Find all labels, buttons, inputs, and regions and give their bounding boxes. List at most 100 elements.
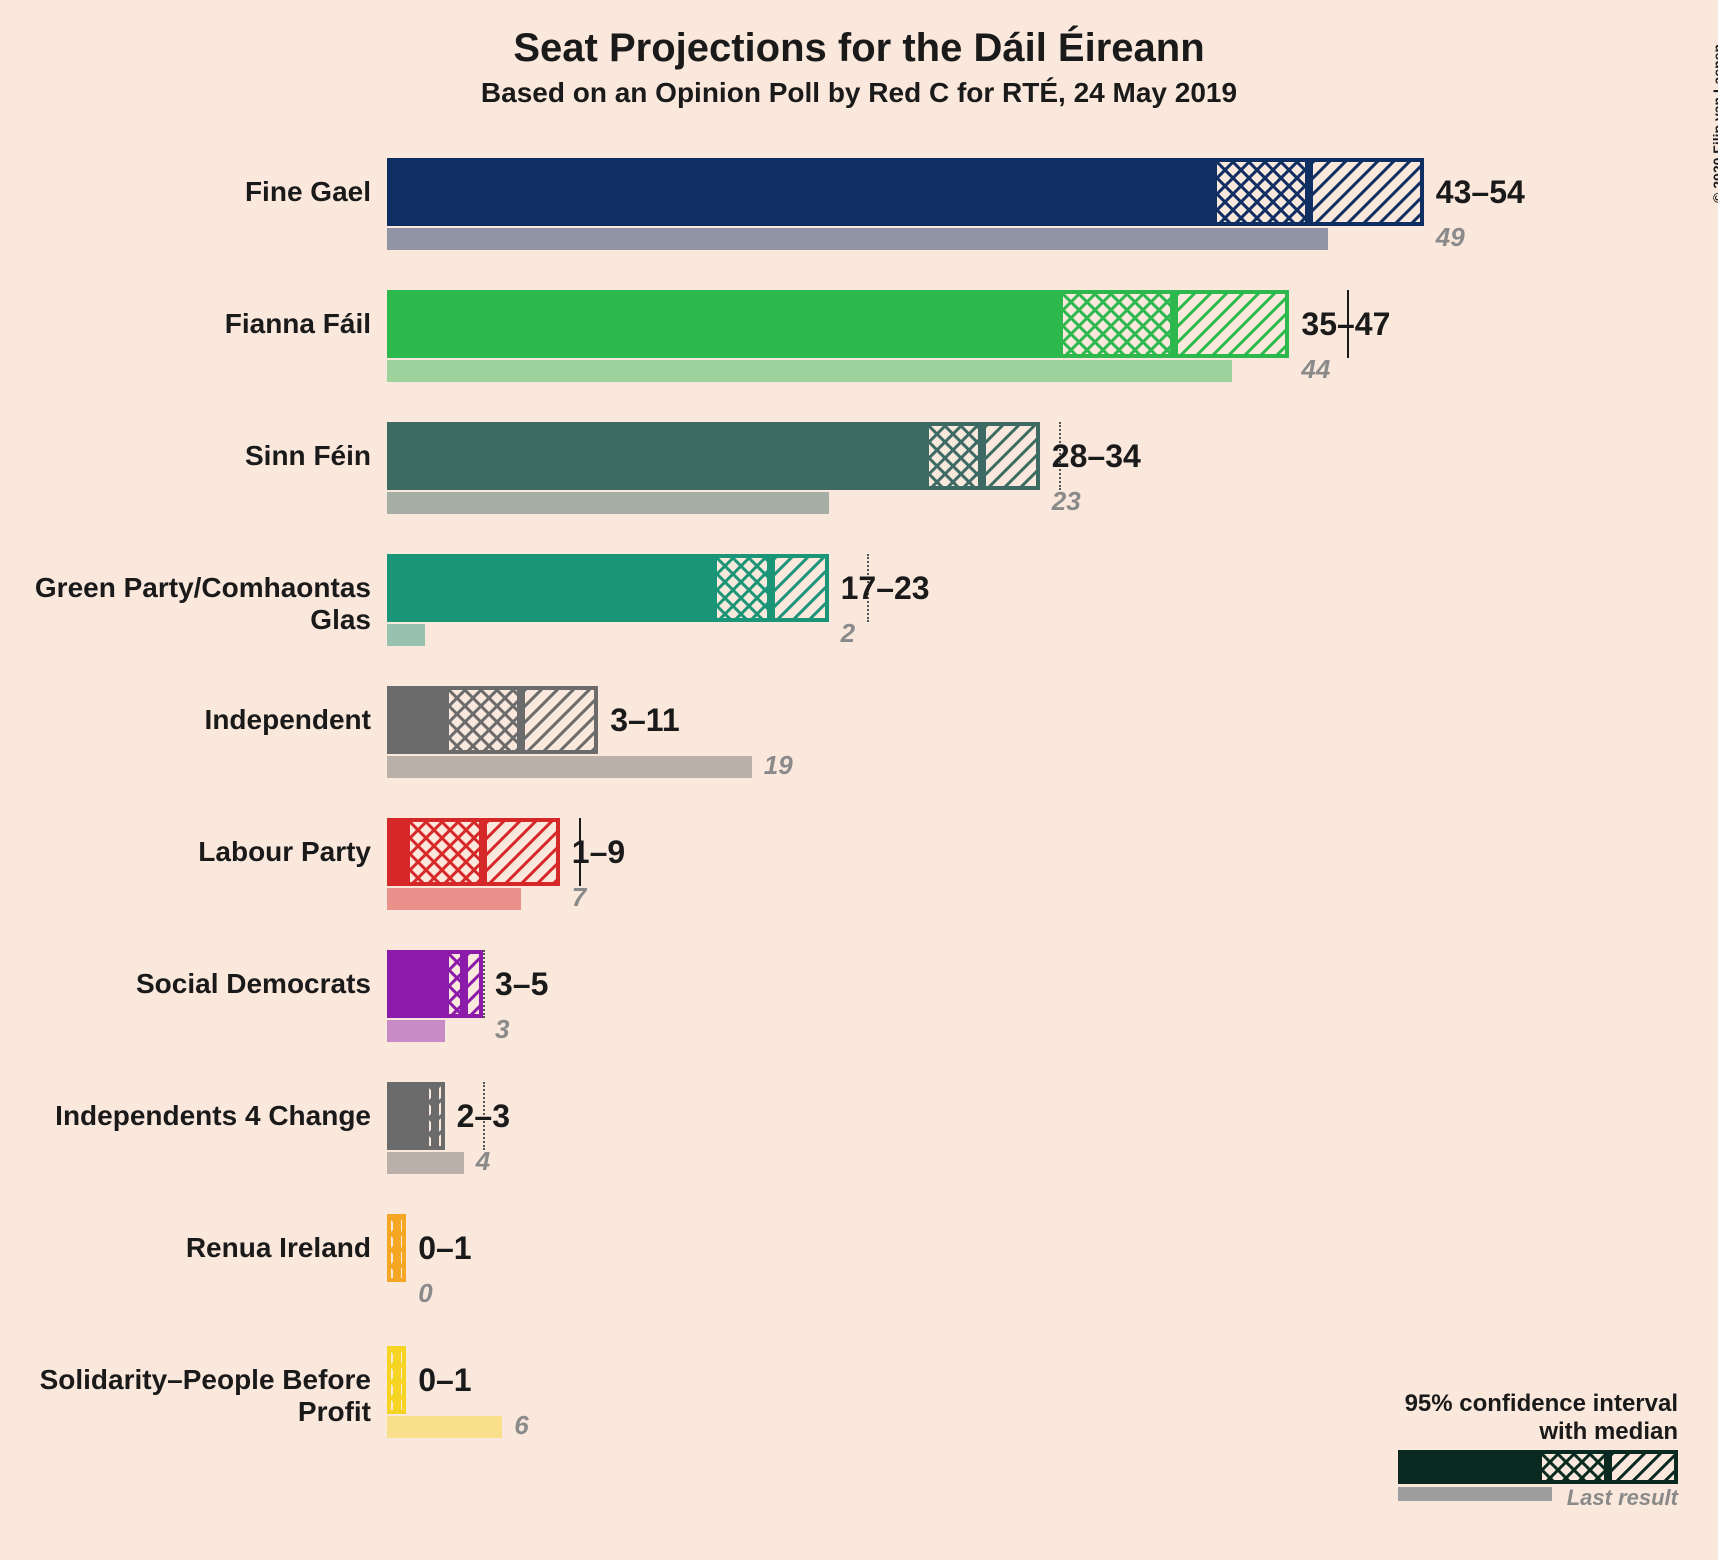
bar-median-segment — [425, 1082, 435, 1150]
bar-high-segment — [397, 1346, 407, 1414]
legend: 95% confidence intervalwith median Last r… — [1358, 1390, 1678, 1520]
party-label: Renua Ireland — [1, 1232, 371, 1264]
projection-bar — [387, 818, 560, 886]
party-label: Independents 4 Change — [1, 1100, 371, 1132]
projection-bar — [387, 1346, 406, 1414]
projection-bar — [387, 1082, 445, 1150]
chart-area: Fine Gael43–5449Fianna Fáil35–4744Sinn F… — [387, 144, 1667, 1534]
bar-high-segment — [464, 950, 483, 1018]
party-row: Independents 4 Change2–34 — [387, 1082, 1667, 1174]
legend-bar-median — [1538, 1450, 1608, 1484]
gridline — [483, 950, 485, 1018]
bar-high-segment — [397, 1214, 407, 1282]
party-row: Fianna Fáil35–4744 — [387, 290, 1667, 382]
bar-low-segment — [387, 158, 1213, 226]
bar-high-segment — [1174, 290, 1289, 358]
last-result-bar — [387, 228, 1328, 250]
projection-bar — [387, 158, 1424, 226]
party-row: Labour Party1–97 — [387, 818, 1667, 910]
bar-high-segment — [483, 818, 560, 886]
bar-low-segment — [387, 818, 406, 886]
legend-bar-low — [1398, 1450, 1538, 1484]
party-row: Green Party/Comhaontas Glas17–232 — [387, 554, 1667, 646]
range-label: 1–9 — [572, 834, 625, 871]
bar-median-segment — [713, 554, 771, 622]
last-result-label: 44 — [1301, 354, 1330, 385]
party-label: Social Democrats — [1, 968, 371, 1000]
bar-low-segment — [387, 290, 1059, 358]
party-row: Renua Ireland0–10 — [387, 1214, 1667, 1306]
party-row: Fine Gael43–5449 — [387, 158, 1667, 250]
bar-median-segment — [445, 686, 522, 754]
last-result-label: 0 — [418, 1278, 432, 1309]
range-label: 17–23 — [841, 570, 930, 607]
last-result-label: 7 — [572, 882, 586, 913]
bar-median-segment — [1213, 158, 1309, 226]
last-result-label: 6 — [514, 1410, 528, 1441]
range-label: 28–34 — [1052, 438, 1141, 475]
bar-low-segment — [387, 686, 445, 754]
party-label: Fine Gael — [1, 176, 371, 208]
party-row: Social Democrats3–53 — [387, 950, 1667, 1042]
legend-ci-label-1: 95% confidence interval — [1358, 1390, 1678, 1418]
range-label: 35–47 — [1301, 306, 1390, 343]
party-row: Independent3–1119 — [387, 686, 1667, 778]
last-result-label: 2 — [841, 618, 855, 649]
bar-median-segment — [445, 950, 464, 1018]
projection-bar — [387, 950, 483, 1018]
legend-bar-high — [1608, 1450, 1678, 1484]
legend-ci-label-2: with median — [1358, 1418, 1678, 1446]
range-label: 3–5 — [495, 966, 548, 1003]
bar-median-segment — [387, 1346, 397, 1414]
legend-last-bar — [1398, 1487, 1552, 1501]
bar-median-segment — [406, 818, 483, 886]
bar-high-segment — [435, 1082, 445, 1150]
bar-low-segment — [387, 422, 925, 490]
range-label: 3–11 — [610, 702, 679, 739]
projection-bar — [387, 554, 829, 622]
chart-title: Seat Projections for the Dáil Éireann — [0, 26, 1718, 71]
party-label: Green Party/Comhaontas Glas — [1, 572, 371, 636]
bar-high-segment — [982, 422, 1040, 490]
party-label: Sinn Féin — [1, 440, 371, 472]
range-label: 0–1 — [418, 1362, 471, 1399]
last-result-label: 49 — [1436, 222, 1465, 253]
last-result-bar — [387, 888, 521, 910]
range-label: 0–1 — [418, 1230, 471, 1267]
legend-bar — [1398, 1450, 1678, 1484]
last-result-label: 3 — [495, 1014, 509, 1045]
last-result-bar — [387, 1416, 502, 1438]
last-result-label: 19 — [764, 750, 793, 781]
range-label: 43–54 — [1436, 174, 1525, 211]
bar-high-segment — [521, 686, 598, 754]
projection-bar — [387, 1214, 406, 1282]
last-result-bar — [387, 1020, 445, 1042]
chart-subtitle: Based on an Opinion Poll by Red C for RT… — [0, 77, 1718, 109]
party-label: Fianna Fáil — [1, 308, 371, 340]
projection-bar — [387, 422, 1040, 490]
bar-low-segment — [387, 554, 713, 622]
copyright: © 2020 Filip van Laenen — [1710, 44, 1718, 203]
last-result-label: 4 — [476, 1146, 490, 1177]
bar-low-segment — [387, 950, 445, 1018]
bar-median-segment — [1059, 290, 1174, 358]
last-result-label: 23 — [1052, 486, 1081, 517]
last-result-bar — [387, 624, 425, 646]
party-label: Solidarity–People Before Profit — [1, 1364, 371, 1428]
party-label: Labour Party — [1, 836, 371, 868]
bar-high-segment — [771, 554, 829, 622]
last-result-bar — [387, 360, 1232, 382]
bar-median-segment — [925, 422, 983, 490]
last-result-bar — [387, 1152, 464, 1174]
range-label: 2–3 — [457, 1098, 510, 1135]
bar-median-segment — [387, 1214, 397, 1282]
last-result-bar — [387, 756, 752, 778]
projection-bar — [387, 686, 598, 754]
party-label: Independent — [1, 704, 371, 736]
projection-bar — [387, 290, 1289, 358]
bar-high-segment — [1309, 158, 1424, 226]
bar-low-segment — [387, 1082, 425, 1150]
last-result-bar — [387, 492, 829, 514]
legend-last-label: Last result — [1560, 1485, 1678, 1511]
party-row: Sinn Féin28–3423 — [387, 422, 1667, 514]
